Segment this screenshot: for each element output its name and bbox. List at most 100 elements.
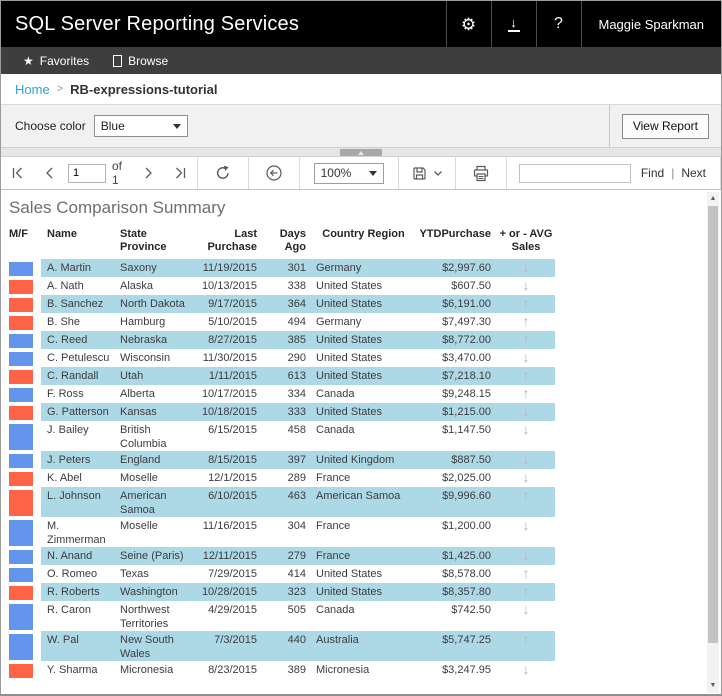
zoom-value: 100%	[320, 166, 352, 180]
previous-page-button[interactable]	[34, 157, 64, 189]
cell-ytd-purchase: $5,747.25	[413, 631, 497, 661]
portal-nav: ★ Favorites Browse	[1, 47, 721, 74]
collapse-parameters-handle[interactable]	[340, 149, 382, 156]
star-icon: ★	[23, 53, 34, 68]
cell-last-purchase: 12/11/2015	[189, 547, 261, 565]
table-row[interactable]: R. Caron Northwest Territories 4/29/2015…	[9, 601, 721, 631]
header-ytd-purchase: YTDPurchase	[419, 228, 491, 240]
next-page-button[interactable]	[134, 157, 164, 189]
cell-trend: ↓	[497, 661, 555, 679]
table-row[interactable]: B. Sanchez North Dakota 9/17/2015 364 Un…	[9, 295, 721, 313]
cell-days-ago: 289	[287, 472, 306, 484]
gender-swatch	[9, 634, 33, 660]
cell-ytd-purchase: $1,215.00	[413, 403, 497, 421]
user-name: Maggie Sparkman	[598, 16, 705, 32]
help-button[interactable]: ?	[535, 1, 581, 47]
trend-up-arrow-icon: ↑	[522, 295, 530, 311]
table-row[interactable]: F. Ross Alberta 10/17/2015 334 Canada $9…	[9, 385, 721, 403]
search-input[interactable]	[518, 163, 631, 183]
report-viewport: Sales Comparison Summary M/F Name State …	[1, 190, 721, 694]
table-row[interactable]: G. Patterson Kansas 10/18/2015 333 Unite…	[9, 403, 721, 421]
chevron-down-icon	[368, 170, 377, 176]
cell-state-province: Moselle	[120, 472, 158, 484]
gender-swatch	[9, 424, 33, 450]
table-row[interactable]: Y. Sharma Micronesia 8/23/2015 389 Micro…	[9, 661, 721, 679]
print-button[interactable]	[456, 157, 506, 189]
export-button[interactable]	[399, 157, 455, 189]
cell-trend: ↓	[497, 469, 555, 487]
nav-browse[interactable]: Browse	[101, 47, 180, 74]
toolbar-divider	[454, 157, 456, 189]
color-select[interactable]: Blue	[93, 115, 188, 137]
cell-last-purchase: 7/3/2015	[189, 631, 261, 661]
cell-days-ago: 290	[287, 352, 306, 364]
cell-name: K. Abel	[47, 472, 82, 484]
trend-down-arrow-icon: ↓	[522, 349, 530, 365]
table-row[interactable]: R. Roberts Washington 10/28/2015 323 Uni…	[9, 583, 721, 601]
toolbar-divider	[505, 157, 507, 189]
download-button[interactable]: ↓	[490, 1, 536, 47]
next-link[interactable]: Next	[681, 166, 706, 180]
first-page-button[interactable]	[1, 157, 34, 189]
trend-up-arrow-icon: ↑	[522, 487, 530, 503]
report-table-body: A. Martin Saxony 11/19/2015 301 Germany …	[9, 259, 721, 679]
gender-swatch	[9, 316, 33, 330]
cell-last-purchase: 8/27/2015	[189, 331, 261, 349]
gender-swatch	[9, 280, 33, 294]
cell-mf	[9, 259, 35, 277]
table-row[interactable]: J. Peters England 8/15/2015 397 United K…	[9, 451, 721, 469]
cell-state-province: Alberta	[120, 388, 155, 400]
back-button[interactable]	[249, 157, 299, 189]
cell-last-purchase: 8/23/2015	[208, 664, 257, 676]
parameter-collapse-strip	[1, 148, 721, 157]
cell-name: R. Roberts	[41, 583, 119, 601]
refresh-button[interactable]	[198, 157, 248, 189]
breadcrumb-current: RB-expressions-tutorial	[70, 81, 218, 97]
gender-swatch	[9, 568, 33, 582]
cell-last-purchase: 8/15/2015	[189, 451, 261, 469]
cell-last-purchase: 9/17/2015	[189, 295, 261, 313]
table-row[interactable]: N. Anand Seine (Paris) 12/11/2015 279 Fr…	[9, 547, 721, 565]
user-menu[interactable]: Maggie Sparkman	[580, 1, 722, 47]
zoom-select[interactable]: 100%	[313, 162, 384, 184]
cell-name: Y. Sharma	[47, 664, 98, 676]
cell-state-province: Kansas	[119, 403, 189, 421]
gender-swatch	[9, 406, 33, 420]
cell-mf	[9, 295, 35, 313]
page-number-input[interactable]	[68, 163, 106, 183]
view-report-button[interactable]: View Report	[621, 113, 709, 139]
table-row[interactable]: B. She Hamburg 5/10/2015 494 Germany $7,…	[9, 313, 721, 331]
table-row[interactable]: W. Pal New South Wales 7/3/2015 440 Aust…	[9, 631, 721, 661]
breadcrumb-home-link[interactable]: Home	[15, 81, 50, 97]
scrollbar-thumb[interactable]	[708, 206, 718, 643]
trend-up-arrow-icon: ↑	[522, 631, 530, 647]
table-row[interactable]: J. Bailey British Columbia 6/15/2015 458…	[9, 421, 721, 451]
nav-favorites[interactable]: ★ Favorites	[11, 47, 101, 74]
cell-days-ago: 301	[261, 259, 307, 277]
cell-days-ago: 389	[287, 664, 306, 676]
table-row[interactable]: C. Reed Nebraska 8/27/2015 385 United St…	[9, 331, 721, 349]
scroll-down-icon[interactable]: ▼	[709, 682, 717, 689]
table-row[interactable]: K. Abel Moselle 12/1/2015 289 France $2,…	[9, 469, 721, 487]
last-page-button[interactable]	[164, 157, 197, 189]
cell-state-province: Seine (Paris)	[119, 547, 189, 565]
cell-state-province: British Columbia	[120, 424, 167, 450]
table-row[interactable]: C. Petulescu Wisconsin 11/30/2015 290 Un…	[9, 349, 721, 367]
find-link[interactable]: Find	[640, 166, 665, 180]
trend-down-arrow-icon: ↓	[522, 601, 530, 617]
table-row[interactable]: A. Martin Saxony 11/19/2015 301 Germany …	[9, 259, 721, 277]
table-row[interactable]: A. Nath Alaska 10/13/2015 338 United Sta…	[9, 277, 721, 295]
scroll-up-icon[interactable]: ▲	[709, 195, 717, 202]
table-row[interactable]: L. Johnson American Samoa 6/10/2015 463 …	[9, 487, 721, 517]
cell-state-province: Northwest Territories	[120, 604, 170, 630]
cell-state-province: Texas	[120, 568, 149, 580]
cell-name: R. Caron	[47, 604, 92, 616]
settings-button[interactable]: ⚙	[445, 1, 491, 47]
table-row[interactable]: O. Romeo Texas 7/29/2015 414 United Stat…	[9, 565, 721, 583]
table-row[interactable]: C. Randall Utah 1/11/2015 613 United Sta…	[9, 367, 721, 385]
gender-swatch	[9, 520, 33, 546]
table-row[interactable]: M. Zimmerman Moselle 11/16/2015 304 Fran…	[9, 517, 721, 547]
toolbar-divider	[720, 157, 721, 189]
cell-trend: ↑	[497, 565, 555, 583]
vertical-scrollbar[interactable]: ▲ ▼	[707, 192, 719, 693]
